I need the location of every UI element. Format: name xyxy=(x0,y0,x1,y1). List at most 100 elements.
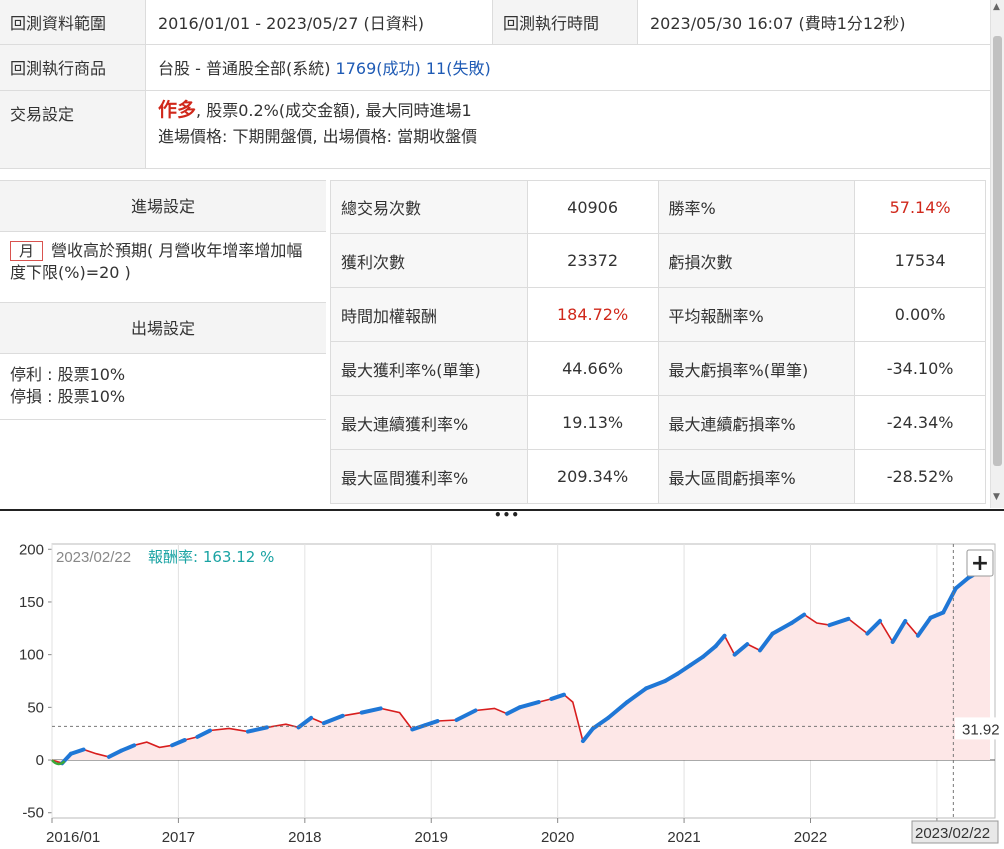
stat-label: 最大連續虧損率% xyxy=(658,396,856,449)
drawdown-segment xyxy=(51,759,66,766)
stats-row: 最大獲利率%(單筆) 44.66% 最大虧損率%(單筆) -34.10% xyxy=(331,342,986,396)
panel-splitter[interactable] xyxy=(0,509,1004,521)
crosshair-date-box xyxy=(911,820,999,844)
stat-label: 最大獲利率%(單筆) xyxy=(331,342,528,395)
trade-setting: 作多, 股票0.2%(成交金額), 最大同時進場1 進場價格: 下期開盤價, 出… xyxy=(146,91,489,168)
stat-value: 184.72% xyxy=(528,288,659,341)
in-market-segment xyxy=(591,715,611,731)
stat-value: 209.34% xyxy=(528,450,659,503)
in-market-segment xyxy=(119,743,137,753)
stat-label: 最大連續獲利率% xyxy=(331,396,528,449)
in-market-segment xyxy=(549,692,566,701)
in-market-segment xyxy=(68,747,86,756)
zoom-in-button[interactable] xyxy=(966,549,994,577)
stat-value: 23372 xyxy=(528,234,659,287)
plus-icon[interactable]: + xyxy=(971,551,989,576)
crosshair-value: 31.92 xyxy=(962,721,1000,738)
in-market-segment xyxy=(580,726,596,744)
stats-row: 時間加權報酬 184.72% 平均報酬率% 0.00% xyxy=(331,288,986,342)
stat-value: 19.13% xyxy=(528,396,659,449)
in-market-segment xyxy=(713,633,727,649)
crosshair-date: 2023/02/22 xyxy=(915,825,990,842)
in-market-segment xyxy=(953,575,971,591)
exit-take-profit: 停利 : 股票10% xyxy=(10,365,126,384)
y-tick-label: 50 xyxy=(27,699,44,716)
in-market-segment xyxy=(505,705,522,716)
range-label: 回測資料範圍 xyxy=(0,0,146,44)
y-tick-label: 0 xyxy=(36,752,44,769)
performance-stats-grid: 總交易次數 40906 勝率% 57.14% 獲利次數 23372 虧損次數 17534 時間加… xyxy=(330,180,986,504)
splitter-handle-icon[interactable]: ••• xyxy=(494,508,521,522)
return-chart[interactable]: 200 150 100 50 0 -50 2016/01 2017 2018 2019 2020 20… xyxy=(0,530,1004,849)
product-fail-link[interactable]: 11(失敗) xyxy=(425,59,491,78)
x-tick-label: 2020 xyxy=(541,829,574,846)
stat-label: 獲利次數 xyxy=(331,234,528,287)
in-market-segment xyxy=(517,700,541,710)
x-tick-label: 2022 xyxy=(794,829,827,846)
trade-mode: 作多 xyxy=(158,99,197,121)
in-market-segment xyxy=(644,679,668,691)
in-market-segment xyxy=(865,618,883,636)
in-market-segment xyxy=(454,708,478,722)
stats-row: 最大連續獲利率% 19.13% 最大連續虧損率% -24.34% xyxy=(331,396,986,450)
entry-condition: 月營收高於預期( 月營收年增率增加幅度下限(%)=20 ) xyxy=(0,232,326,302)
stat-label: 最大虧損率%(單筆) xyxy=(658,342,856,395)
exec-time-value: 2023/05/30 16:07 (費時1分12秒) xyxy=(650,14,906,33)
stat-value: 0.00% xyxy=(855,288,986,341)
stat-value: 17534 xyxy=(855,234,986,287)
y-tick-label: 200 xyxy=(19,541,44,558)
trade-line2: 進場價格: 下期開盤價, 出場價格: 當期收盤價 xyxy=(158,127,478,146)
scroll-down-icon[interactable]: ▼ xyxy=(993,492,1000,502)
stat-label: 總交易次數 xyxy=(331,181,528,233)
in-market-segment xyxy=(915,615,933,638)
in-market-segment xyxy=(106,748,124,759)
in-market-segment xyxy=(770,621,794,636)
in-market-segment xyxy=(789,612,807,626)
scroll-up-icon[interactable]: ▲ xyxy=(993,2,1000,12)
stat-value: 57.14% xyxy=(855,181,986,233)
in-market-segment xyxy=(757,631,775,653)
in-market-segment xyxy=(410,723,427,732)
in-market-segment xyxy=(296,715,314,730)
stat-label: 最大區間獲利率% xyxy=(331,450,528,503)
y-tick-label: 150 xyxy=(19,594,44,611)
stat-label: 勝率% xyxy=(658,181,856,233)
x-tick-label: 2019 xyxy=(415,829,448,846)
stat-label: 平均報酬率% xyxy=(658,288,856,341)
exit-header: 出場設定 xyxy=(0,302,326,354)
product-success-link[interactable]: 1769(成功) xyxy=(335,59,421,78)
in-market-segment xyxy=(732,642,750,657)
frequency-tag: 月 xyxy=(10,241,44,261)
trade-line1: , 股票0.2%(成交金額), 最大同時進場1 xyxy=(196,101,472,120)
x-tick-label: 2018 xyxy=(288,829,321,846)
stats-row: 總交易次數 40906 勝率% 57.14% xyxy=(331,180,986,234)
exit-stop-loss: 停損 : 股票10% xyxy=(10,387,126,406)
trade-label: 交易設定 xyxy=(0,91,146,168)
scroll-thumb[interactable] xyxy=(993,36,1002,466)
in-market-segment xyxy=(245,725,269,734)
product-value: 台股 - 普通股全部(系統) 1769(成功) 11(失敗) xyxy=(146,45,503,90)
x-tick-label: 2017 xyxy=(162,829,195,846)
stats-row: 最大區間獲利率% 209.34% 最大區間虧損率% -28.52% xyxy=(331,450,986,504)
crosshair-value-box xyxy=(955,717,997,740)
in-market-segment xyxy=(827,616,851,628)
in-market-segment xyxy=(688,654,706,668)
stat-value: 44.66% xyxy=(528,342,659,395)
product-label: 回測執行商品 xyxy=(0,45,146,90)
exec-time-label: 回測執行時間 xyxy=(492,0,638,44)
legend-return: 報酬率: 163.12 % xyxy=(148,548,274,566)
x-tick-label: 2016/01 xyxy=(46,829,100,846)
stat-label: 虧損次數 xyxy=(658,234,856,287)
stat-label: 最大區間虧損率% xyxy=(658,450,856,503)
entry-header: 進場設定 xyxy=(0,180,326,232)
in-market-segment xyxy=(663,671,680,683)
in-market-segment xyxy=(422,719,440,728)
in-market-segment xyxy=(701,644,718,659)
entry-text: 營收高於預期( 月營收年增率增加幅度下限(%)=20 ) xyxy=(10,241,303,282)
vertical-scrollbar[interactable]: ▲ ▼ xyxy=(990,0,1004,508)
stats-row: 獲利次數 23372 虧損次數 17534 xyxy=(331,234,986,288)
product-name: 台股 - 普通股全部(系統) xyxy=(158,59,331,78)
stat-label: 時間加權報酬 xyxy=(331,288,528,341)
y-tick-label: 100 xyxy=(19,647,44,664)
